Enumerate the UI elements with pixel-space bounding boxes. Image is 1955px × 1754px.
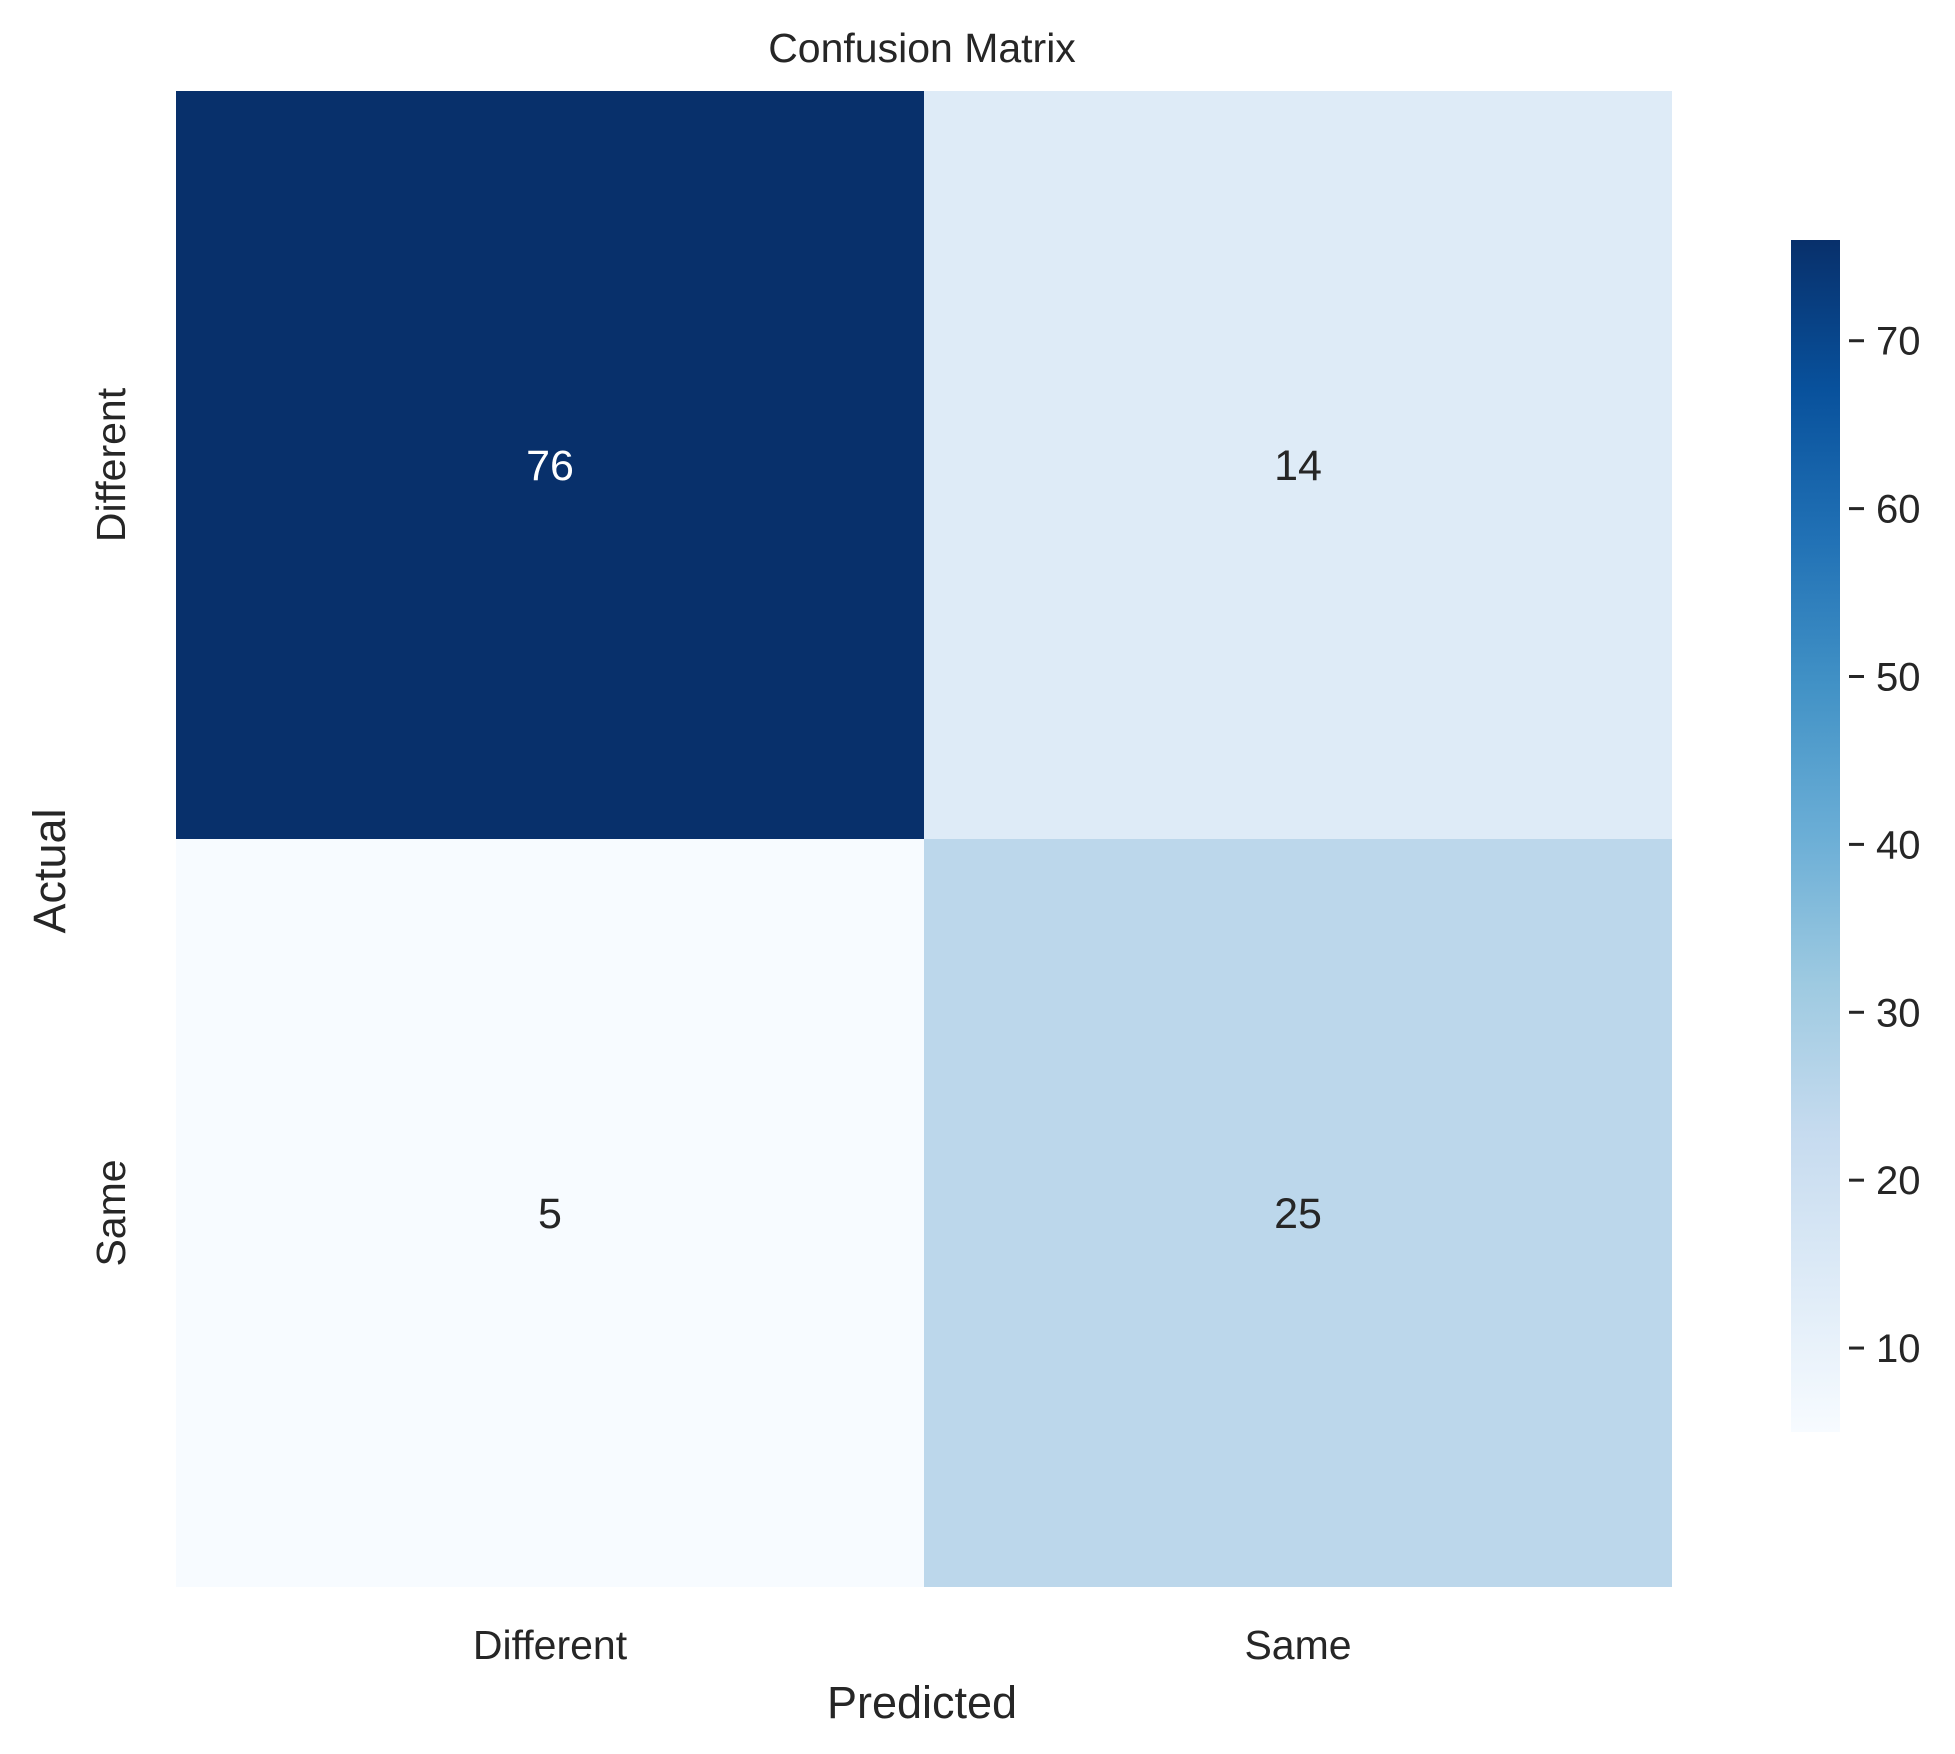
heatmap-cell	[924, 839, 1672, 1587]
x-tick-label: Different	[473, 1622, 628, 1668]
x-tick-label: Same	[1244, 1622, 1351, 1668]
heatmap-cell	[176, 91, 924, 839]
colorbar-tick-label: 40	[1876, 823, 1921, 867]
y-tick-label: Same	[88, 1159, 134, 1266]
heatmap-cell-labels: 76 14 5 25	[526, 442, 1322, 1238]
colorbar-tick-label: 50	[1876, 656, 1921, 700]
cell-value-label: 76	[526, 442, 574, 490]
colorbar-ticks: 10 20 30 40 50 60 70	[1849, 320, 1921, 1371]
heatmap-cell	[924, 91, 1672, 839]
colorbar-tick-label: 70	[1876, 320, 1921, 364]
y-axis-label: Actual	[24, 808, 75, 933]
colorbar	[1791, 240, 1840, 1432]
heatmap-cells	[176, 91, 1672, 1587]
cell-value-label: 14	[1274, 442, 1322, 490]
colorbar-tick-label: 20	[1876, 1159, 1921, 1203]
cell-value-label: 5	[538, 1190, 562, 1238]
colorbar-tick-label: 30	[1876, 991, 1921, 1035]
x-axis-tick-labels: Different Same	[473, 1622, 1352, 1668]
colorbar-tick-label: 60	[1876, 488, 1921, 532]
x-axis-label: Predicted	[827, 1677, 1017, 1728]
colorbar-tick-label: 10	[1876, 1327, 1921, 1371]
chart-title: Confusion Matrix	[768, 25, 1076, 71]
heatmap-cell	[176, 839, 924, 1587]
y-tick-label: Different	[88, 387, 134, 542]
cell-value-label: 25	[1274, 1190, 1322, 1238]
y-axis-tick-labels: Different Same	[88, 387, 134, 1266]
